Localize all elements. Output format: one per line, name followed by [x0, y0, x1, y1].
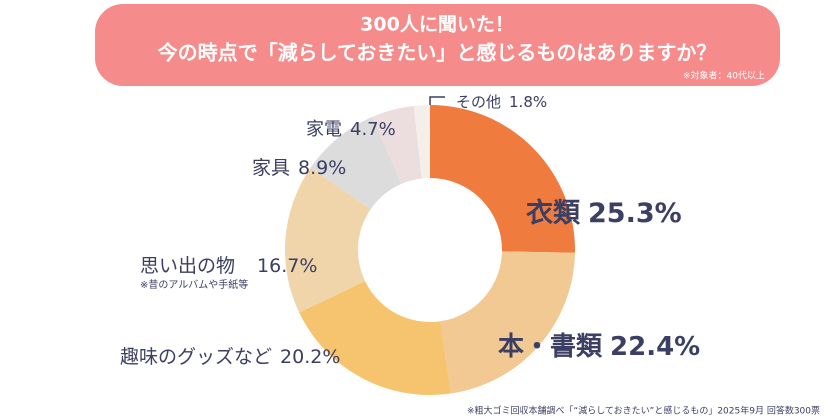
donut-slice — [413, 105, 430, 179]
category-label: 家電 — [306, 119, 342, 140]
category-label: 思い出の物 — [140, 255, 235, 277]
value-label: 22.4% — [610, 332, 700, 362]
slice-label: 家電 4.7% — [306, 119, 396, 140]
donut-slice — [440, 251, 575, 394]
value-label: 16.7% — [257, 255, 317, 277]
value-label: 4.7% — [350, 119, 396, 140]
slice-label: その他 1.8% — [456, 93, 547, 111]
donut-slice — [310, 116, 402, 210]
slice-label: 家具 8.9% — [252, 157, 346, 179]
category-label: 趣味のグッズなど — [120, 346, 272, 368]
category-label: 衣類 — [526, 197, 581, 229]
donut-slice — [430, 105, 575, 253]
footnote: ※粗大ゴミ回収本舗調べ「“減らしておきたい”と感じるもの」2025年9月 回答数… — [467, 405, 820, 417]
value-label: 1.8% — [509, 93, 547, 111]
value-label: 25.3% — [588, 198, 682, 229]
chart-title: 300人に聞いた！ — [360, 14, 514, 36]
value-label: 20.2% — [280, 346, 340, 368]
donut-slice — [372, 105, 422, 184]
annotation: ※昔のアルバムや手紙等 — [140, 278, 248, 291]
leader-line — [429, 96, 445, 108]
category-label: 本・書類 — [498, 332, 603, 362]
slice-label: 趣味のグッズなど 20.2% — [120, 346, 340, 368]
title-banner — [95, 4, 780, 86]
target-note: ※対象者：40代以上 — [683, 70, 765, 82]
slice-label: 思い出の物 16.7% — [140, 255, 317, 277]
category-label: 家具 — [252, 157, 290, 179]
chart-subtitle: 今の時点で「減らしておきたい」と感じるものはありますか？ — [158, 41, 717, 65]
value-label: 8.9% — [298, 157, 346, 179]
category-label: その他 — [456, 93, 501, 111]
slice-label: 本・書類 22.4% — [498, 332, 700, 362]
donut-slice — [299, 281, 451, 395]
slice-label: 衣類 25.3% — [526, 197, 682, 229]
donut-slice — [285, 167, 371, 313]
